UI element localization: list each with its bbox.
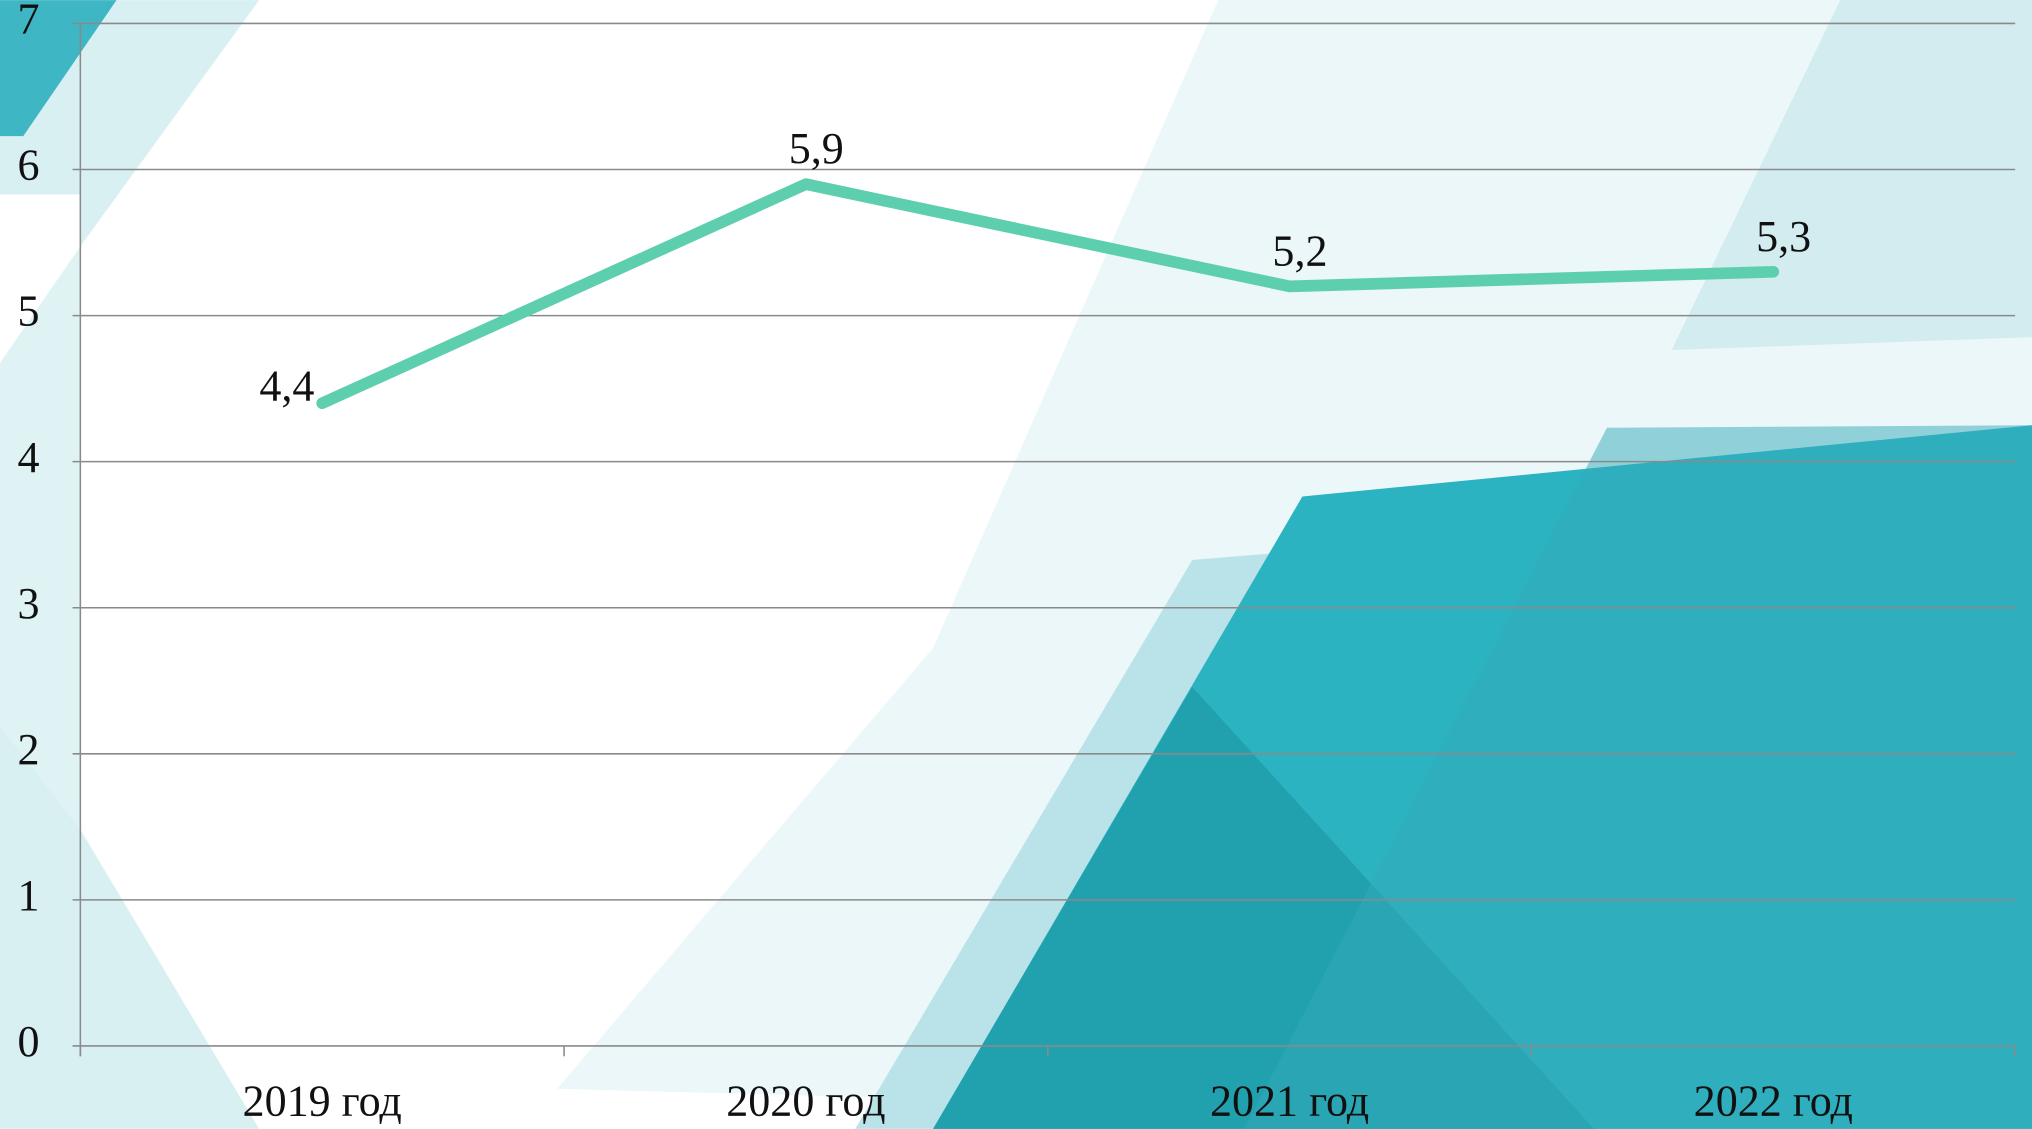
x-tick-label: 2022 год — [1694, 1077, 1853, 1126]
data-label: 5,3 — [1756, 212, 1811, 261]
y-tick-label: 0 — [17, 1017, 39, 1066]
y-tick-label: 1 — [17, 871, 39, 920]
y-tick-label: 3 — [17, 579, 39, 628]
x-tick-label: 2021 год — [1210, 1077, 1369, 1126]
y-tick-label: 2 — [17, 725, 39, 774]
y-tick-label: 5 — [17, 287, 39, 336]
x-tick-label: 2020 год — [726, 1077, 885, 1126]
data-label: 5,9 — [789, 124, 844, 173]
data-label: 4,4 — [259, 361, 314, 410]
x-tick-label: 2019 год — [243, 1077, 402, 1126]
y-tick-label: 6 — [17, 141, 39, 190]
y-tick-label: 7 — [17, 0, 39, 44]
y-tick-label: 4 — [17, 433, 39, 482]
data-label: 5,2 — [1272, 226, 1327, 275]
line — [316, 178, 1780, 410]
